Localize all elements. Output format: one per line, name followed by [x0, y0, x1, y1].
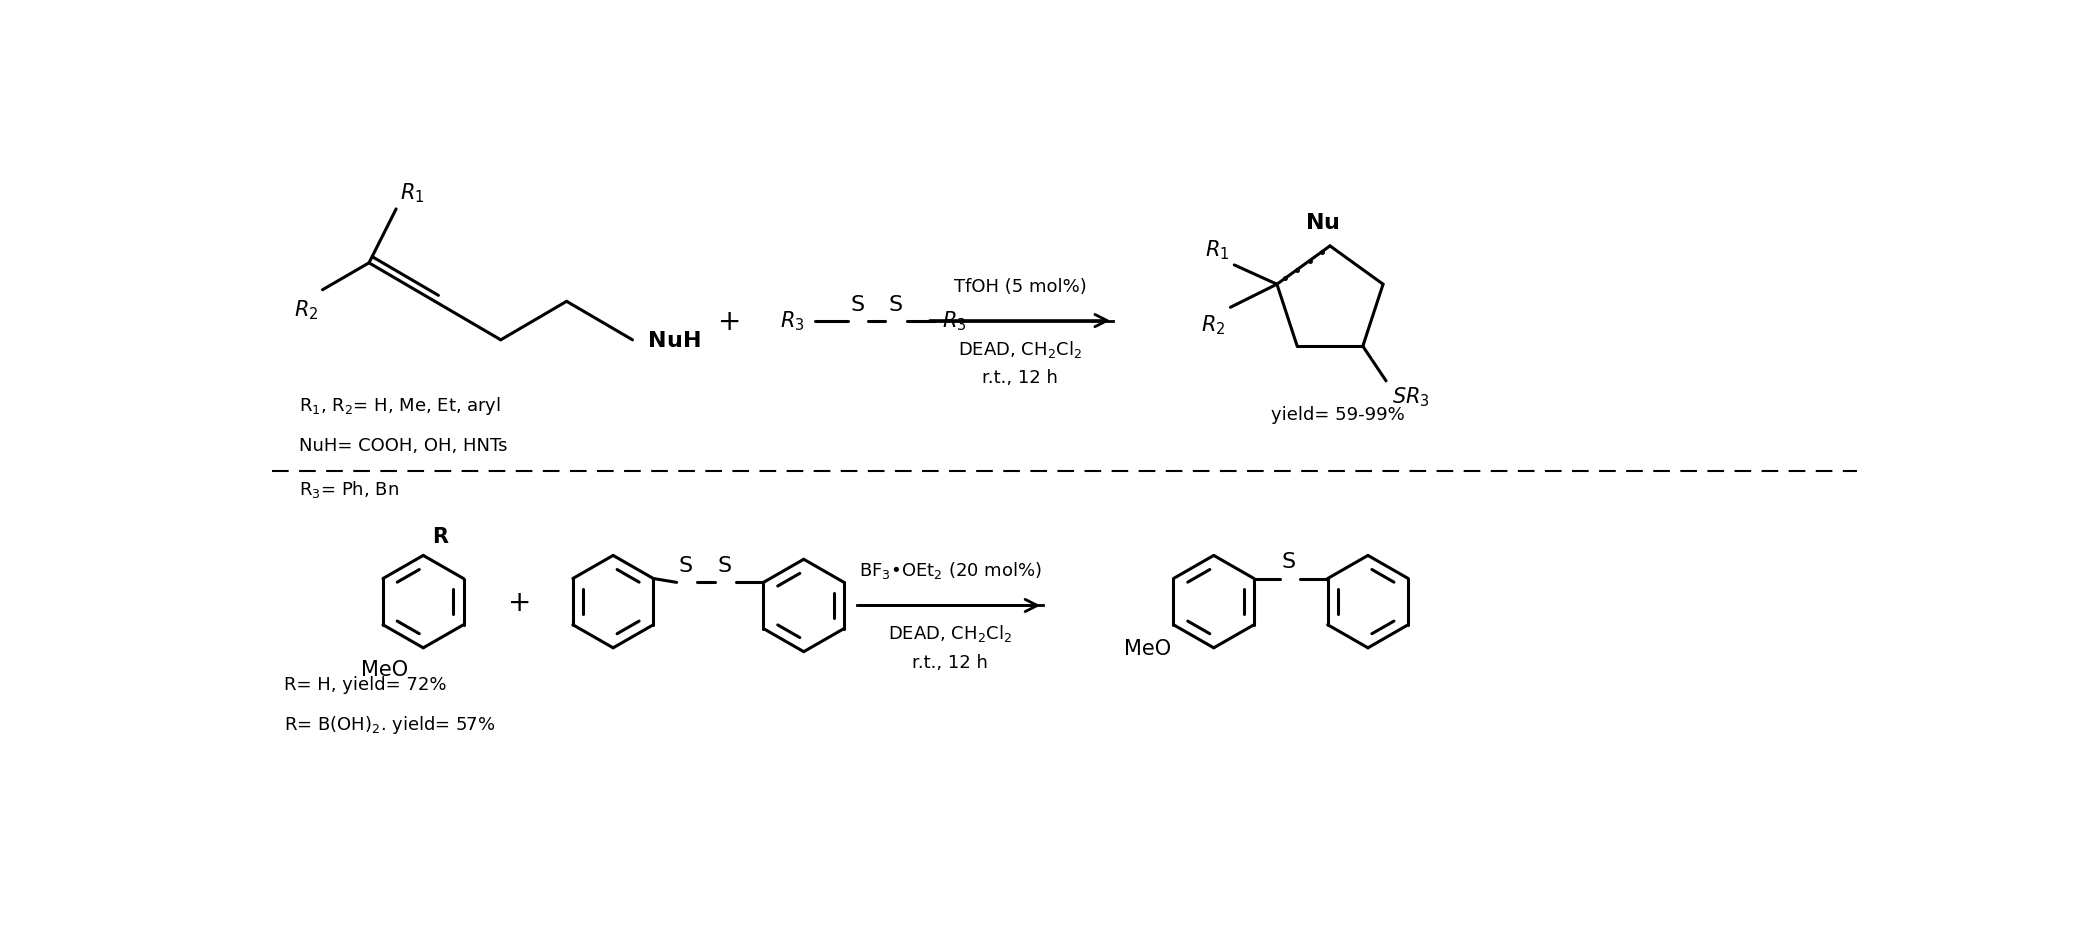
- Text: +: +: [508, 588, 531, 616]
- Text: R= B(OH)$_2$. yield= 57%: R= B(OH)$_2$. yield= 57%: [283, 714, 496, 735]
- Text: $SR_3$: $SR_3$: [1392, 386, 1430, 409]
- Text: yield= 59-99%: yield= 59-99%: [1271, 406, 1405, 424]
- Text: DEAD, CH$_2$Cl$_2$: DEAD, CH$_2$Cl$_2$: [888, 623, 1013, 643]
- Text: MeO: MeO: [1123, 638, 1171, 658]
- Text: S: S: [1282, 552, 1296, 571]
- Text: $R_3$: $R_3$: [942, 310, 967, 333]
- Text: r.t., 12 h: r.t., 12 h: [913, 654, 988, 671]
- Text: R: R: [433, 527, 448, 547]
- Text: DEAD, CH$_2$Cl$_2$: DEAD, CH$_2$Cl$_2$: [959, 338, 1082, 359]
- Text: TfOH (5 mol%): TfOH (5 mol%): [954, 278, 1086, 296]
- Text: R$_3$= Ph, Bn: R$_3$= Ph, Bn: [300, 479, 400, 500]
- Text: S: S: [850, 295, 865, 315]
- Text: MeO: MeO: [361, 660, 408, 679]
- Text: S: S: [679, 555, 694, 575]
- Text: r.t., 12 h: r.t., 12 h: [982, 369, 1059, 387]
- Text: S: S: [717, 555, 731, 575]
- Text: $R_2$: $R_2$: [1200, 313, 1225, 337]
- Text: BF$_3$•OEt$_2$ (20 mol%): BF$_3$•OEt$_2$ (20 mol%): [859, 560, 1042, 580]
- Text: $R_3$: $R_3$: [779, 310, 804, 333]
- Text: R$_1$, R$_2$= H, Me, Et, aryl: R$_1$, R$_2$= H, Me, Et, aryl: [300, 394, 502, 416]
- Text: $R_1$: $R_1$: [400, 181, 425, 204]
- Text: R= H, yield= 72%: R= H, yield= 72%: [283, 675, 446, 693]
- Text: +: +: [717, 307, 742, 336]
- Text: $\mathbf{Nu}$: $\mathbf{Nu}$: [1305, 213, 1340, 233]
- Text: $R_2$: $R_2$: [294, 298, 319, 322]
- Text: S: S: [890, 295, 902, 315]
- Text: NuH= COOH, OH, HNTs: NuH= COOH, OH, HNTs: [300, 437, 508, 454]
- Text: $\mathbf{NuH}$: $\mathbf{NuH}$: [640, 330, 700, 350]
- Text: $R_1$: $R_1$: [1205, 238, 1230, 261]
